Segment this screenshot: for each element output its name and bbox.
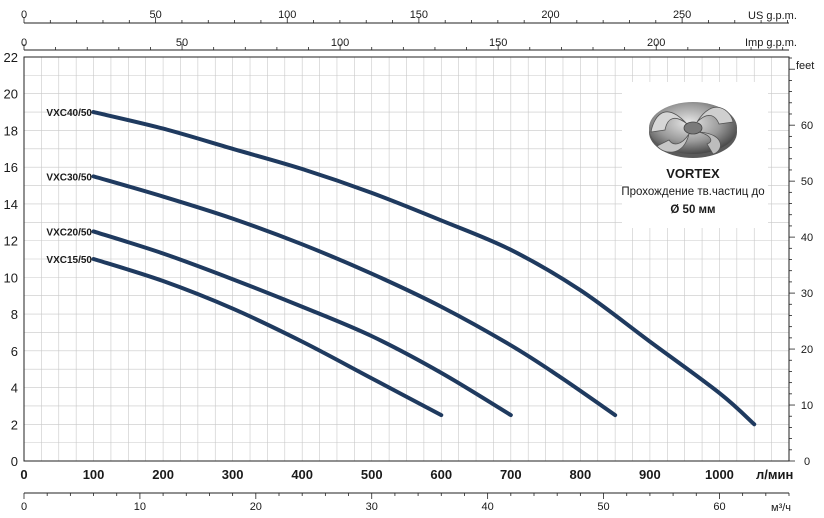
x-axis-lpm: 0 100 200 300 400 500 600 700 800 900 1000: [20, 467, 734, 482]
x-tick-label: 600: [430, 467, 452, 482]
top-axis-imp-gpm: 0 50 100 150 200: [21, 37, 789, 51]
m3h-tick-label: 30: [366, 501, 378, 513]
imp-gpm-tick-label: 150: [489, 37, 507, 49]
y-tick-label: 10: [4, 270, 18, 285]
vortex-impeller-icon: [649, 102, 737, 158]
x-tick-label: 300: [222, 467, 244, 482]
vortex-inset: VORTEX Прохождение тв.частиц до Ø 50 мм: [621, 82, 768, 228]
imp-gpm-tick-label: 50: [176, 37, 188, 49]
y-tick-label: 6: [11, 344, 18, 359]
series-label: VXC20/50: [46, 227, 92, 238]
top-us-unit-label: US g.p.m.: [748, 10, 797, 22]
feet-tick-label: 50: [801, 176, 813, 188]
y-tick-label: 16: [4, 160, 18, 175]
series-labels: VXC40/50 VXC30/50 VXC20/50 VXC15/50: [46, 108, 92, 266]
feet-tick-label: 20: [801, 344, 813, 356]
y-tick-label: 22: [4, 50, 18, 65]
curve-vxc15-50: [91, 257, 444, 418]
x-tick-label: 0: [20, 467, 27, 482]
right-axis-feet: 0 10 20 30 40 50 60: [789, 57, 813, 468]
feet-tick-label: 40: [801, 232, 813, 244]
x-tick-label: 500: [361, 467, 383, 482]
y-axis-left: 0 2 4 6 8 10 12 14 16 18 20 22: [4, 50, 18, 469]
m3h-tick-label: 50: [597, 501, 609, 513]
us-gpm-tick-label: 100: [278, 9, 296, 21]
curve-vxc40-50: [91, 110, 757, 427]
us-gpm-tick-label: 200: [541, 9, 559, 21]
m3h-tick-label: 60: [713, 501, 725, 513]
x-tick-label: 800: [570, 467, 592, 482]
inset-line1: Прохождение тв.частиц до: [621, 186, 764, 198]
us-gpm-tick-label: 50: [149, 9, 161, 21]
y-tick-label: 18: [4, 123, 18, 138]
y-tick-label: 14: [4, 197, 18, 212]
y-tick-label: 20: [4, 87, 18, 102]
curve-vxc20-50: [91, 229, 513, 418]
x-tick-label: 900: [639, 467, 661, 482]
x-tick-label: 700: [500, 467, 522, 482]
inset-title: VORTEX: [666, 166, 720, 181]
curves: [91, 110, 757, 427]
x-tick-label: 200: [152, 467, 174, 482]
feet-unit-label: feet: [796, 60, 814, 72]
feet-tick-label: 60: [801, 120, 813, 132]
grid: [24, 57, 789, 461]
x-tick-label: 100: [83, 467, 105, 482]
y-tick-label: 0: [11, 454, 18, 469]
curve-vxc30-50: [91, 174, 618, 418]
series-label: VXC15/50: [46, 255, 92, 266]
m3h-tick-label: 0: [21, 501, 27, 513]
y-tick-label: 12: [4, 234, 18, 249]
us-gpm-tick-label: 150: [410, 9, 428, 21]
bottom-axis-m3h: 0 10 20 30 40 50 60: [21, 492, 790, 513]
m3h-unit-label: м³/ч: [771, 502, 791, 514]
y-tick-label: 8: [11, 307, 18, 322]
imp-gpm-tick-label: 0: [21, 37, 27, 49]
imp-gpm-tick-label: 200: [647, 37, 665, 49]
m3h-tick-label: 10: [134, 501, 146, 513]
imp-gpm-tick-label: 100: [331, 37, 349, 49]
m3h-tick-label: 20: [250, 501, 262, 513]
top-axis-us-gpm: 0 50 100 150 200 250: [21, 9, 789, 24]
plot-frame: [23, 56, 790, 462]
us-gpm-tick-label: 0: [21, 9, 27, 21]
us-gpm-tick-label: 250: [673, 9, 691, 21]
top-imp-unit-label: Imp g.p.m.: [745, 37, 797, 49]
feet-tick-label: 0: [804, 456, 810, 468]
m3h-tick-label: 40: [482, 501, 494, 513]
inset-line2: Ø 50 мм: [670, 204, 715, 216]
series-label: VXC40/50: [46, 108, 92, 119]
feet-tick-label: 30: [801, 288, 813, 300]
y-tick-label: 2: [11, 417, 18, 432]
feet-tick-label: 10: [801, 400, 813, 412]
x-tick-label: 400: [291, 467, 313, 482]
series-label: VXC30/50: [46, 172, 92, 183]
y-tick-label: 4: [11, 381, 18, 396]
x-axis-unit-label: л/мин: [756, 467, 793, 482]
x-tick-label: 1000: [705, 467, 734, 482]
